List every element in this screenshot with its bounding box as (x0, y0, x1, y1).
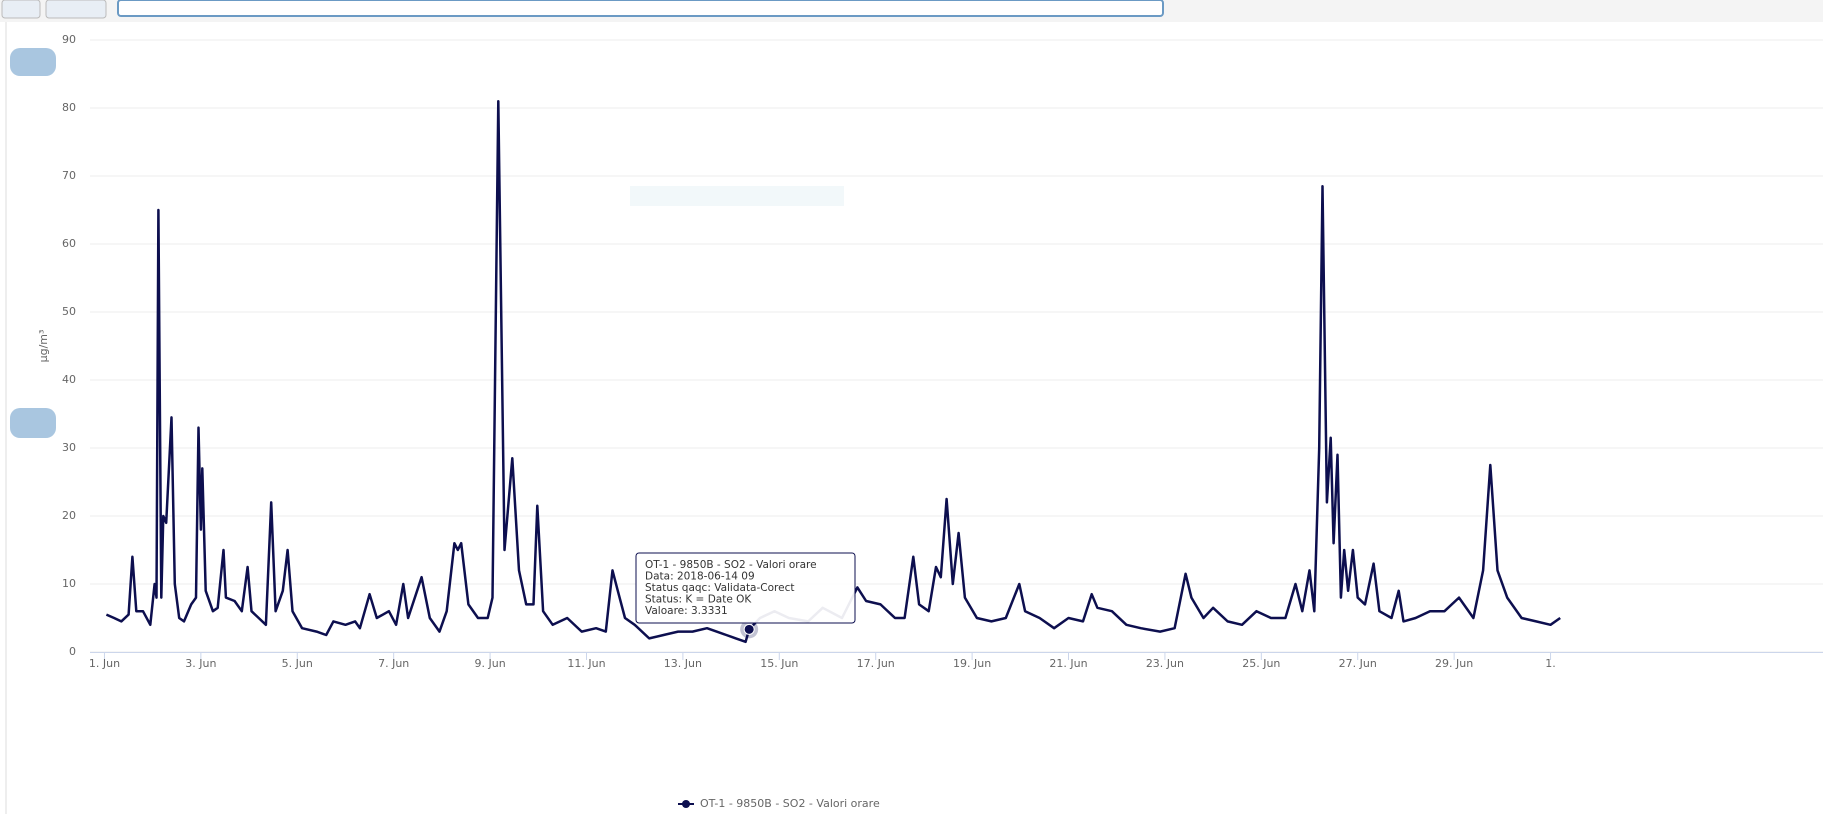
side-button[interactable] (10, 408, 56, 438)
tooltip-line: OT-1 - 9850B - SO2 - Valori orare (645, 559, 817, 571)
x-tick-label: 17. Jun (857, 657, 895, 670)
x-tick-label: 5. Jun (282, 657, 313, 670)
x-tick-label: 3. Jun (185, 657, 216, 670)
y-tick-label: 40 (62, 373, 76, 386)
x-tick-label: 1. (1545, 657, 1556, 670)
home-button[interactable] (45, 0, 107, 19)
x-tick-label: 25. Jun (1242, 657, 1280, 670)
tooltip-box (635, 552, 856, 624)
data-line (105, 99, 1561, 644)
y-tick-label: 90 (62, 33, 76, 46)
x-tick-label: 23. Jun (1146, 657, 1184, 670)
tooltip-line: Valoare: 3.3331 (645, 605, 728, 617)
y-tick-label: 10 (62, 577, 76, 590)
y-axis-label: µg/m³ (37, 330, 50, 363)
hover-point (743, 623, 755, 635)
x-tick-label: 7. Jun (378, 657, 409, 670)
y-tick-label: 20 (62, 509, 76, 522)
x-tick-label: 21. Jun (1049, 657, 1087, 670)
x-tick-label: 29. Jun (1435, 657, 1473, 670)
legend-label[interactable]: OT-1 - 9850B - SO2 - Valori orare (700, 797, 880, 810)
x-tick-label: 15. Jun (760, 657, 798, 670)
x-tick-label: 9. Jun (474, 657, 505, 670)
y-tick-label: 30 (62, 441, 76, 454)
y-tick-label: 70 (62, 169, 76, 182)
x-tick-label: 27. Jun (1339, 657, 1377, 670)
y-tick-label: 80 (62, 101, 76, 114)
tooltip-line: Status: K = Date OK (645, 594, 752, 606)
x-tick-label: 1. Jun (89, 657, 120, 670)
legend-marker (682, 800, 690, 808)
close-button[interactable] (1, 0, 41, 19)
x-tick-label: 13. Jun (664, 657, 702, 670)
tab-strip[interactable] (117, 0, 1164, 17)
y-tick-label: 0 (69, 645, 76, 658)
tooltip-line: Data: 2018-06-14 09 (645, 571, 755, 583)
y-tick-label: 60 (62, 237, 76, 250)
y-tick-label: 50 (62, 305, 76, 318)
x-tick-label: 11. Jun (567, 657, 605, 670)
x-tick-label: 19. Jun (953, 657, 991, 670)
side-button[interactable] (10, 48, 56, 76)
tooltip-line: Status qaqc: Validata-Corect (645, 582, 794, 594)
zoom-hint (630, 186, 844, 206)
